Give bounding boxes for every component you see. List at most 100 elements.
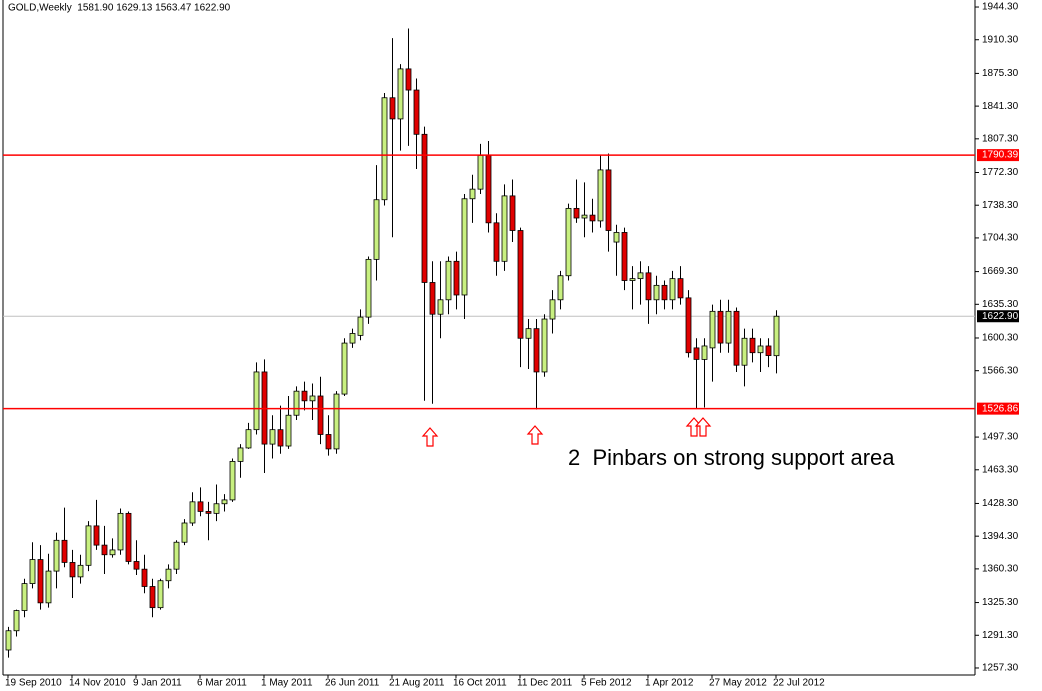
candle-body [501,195,508,262]
candle-body [629,278,636,281]
x-tick-label: 21 Aug 2011 [389,678,445,689]
candle-body [613,232,620,243]
candle-body [557,275,564,301]
level-label: 1790.39 [982,150,1019,161]
candle-body [421,133,428,283]
candle-body [45,570,52,604]
y-tick-label: 1600.30 [982,333,1019,344]
y-tick-label: 1497.30 [982,432,1019,443]
candle-body [341,342,348,395]
candle-body [109,549,116,556]
candle-body [621,232,628,281]
y-tick-label: 1257.30 [982,663,1019,674]
candle-body [525,328,532,339]
candle-body [317,395,324,435]
y-tick-label: 1875.30 [982,68,1019,79]
candle-body [53,539,60,572]
candle-body [709,310,716,349]
candle-body [229,461,236,501]
candle-body [517,230,524,339]
candle-body [245,429,252,449]
y-tick-label: 1428.30 [982,498,1019,509]
y-tick-label: 1910.30 [982,34,1019,45]
candle-body [685,297,692,354]
candle-body [69,562,76,578]
candle-body [637,272,644,280]
candle-body [269,429,276,445]
candle-body [565,207,572,277]
candle-body [405,68,412,91]
x-tick-label: 19 Sep 2010 [5,678,62,689]
x-tick-label: 16 Oct 2011 [453,678,507,689]
candle-body [21,583,28,611]
candle-body [437,299,444,315]
y-tick-label: 1463.30 [982,464,1019,475]
chart-title: GOLD,Weekly 1581.90 1629.13 1563.47 1622… [8,3,231,14]
candle-body [469,188,476,200]
candle-body [653,284,660,301]
candle-body [741,337,748,366]
up-arrow [694,417,712,437]
x-tick-label: 27 May 2012 [709,678,767,689]
last-price-label: 1622.90 [982,311,1019,322]
y-tick-label: 1394.30 [982,531,1019,542]
candle-body [381,97,388,201]
candle-body [413,89,420,135]
y-tick-label: 1807.30 [982,133,1019,144]
candle-body [133,561,140,570]
candle-body [453,260,460,296]
candle-body [445,260,452,301]
candle-body [509,195,516,231]
candle-body [589,214,596,222]
candle-body [141,568,148,587]
candle-body [773,315,780,357]
candle-body [309,395,316,402]
last-price-box [977,310,1019,323]
candle-body [733,310,740,366]
candle-body [349,333,356,344]
y-tick-label: 1841.30 [982,101,1019,112]
y-tick-label: 1360.30 [982,564,1019,575]
candle-body [605,169,612,231]
candle-body [157,580,164,609]
y-tick-label: 1704.30 [982,233,1019,244]
candle-body [61,539,68,563]
candle-body [213,503,220,514]
candle-body [285,414,292,447]
candle-body [37,559,44,604]
y-tick-label: 1944.30 [982,2,1019,13]
candle-body [301,390,308,402]
candle-body [85,525,92,566]
candle-body [197,501,204,512]
level-label: 1526.86 [982,403,1019,414]
candle-body [293,390,300,416]
candle-body [493,222,500,262]
candle-body [693,347,700,360]
x-tick-label: 26 Jun 2011 [325,678,380,689]
y-tick-label: 1325.30 [982,597,1019,608]
x-tick-label: 14 Nov 2010 [69,678,126,689]
candle-body [477,155,484,190]
y-tick-label: 1635.30 [982,299,1019,310]
candle-body [645,272,652,301]
candle-body [357,316,364,336]
candle-body [461,198,468,296]
candle-body [701,345,708,360]
candle-body [221,499,228,505]
candle-body [373,199,380,260]
candle-body [533,328,540,373]
candle-body [173,541,180,570]
candle-body [125,512,132,562]
candle-body [149,586,156,609]
y-tick-label: 1566.30 [982,365,1019,376]
candle-body [277,429,284,447]
level-label-box [977,402,1019,415]
candle-body [573,207,580,219]
candle-body [669,278,676,301]
x-tick-label: 9 Jan 2011 [133,678,182,689]
candles [5,28,780,658]
candle-body [549,299,556,320]
candle-body [165,568,172,582]
candle-body [93,525,100,546]
